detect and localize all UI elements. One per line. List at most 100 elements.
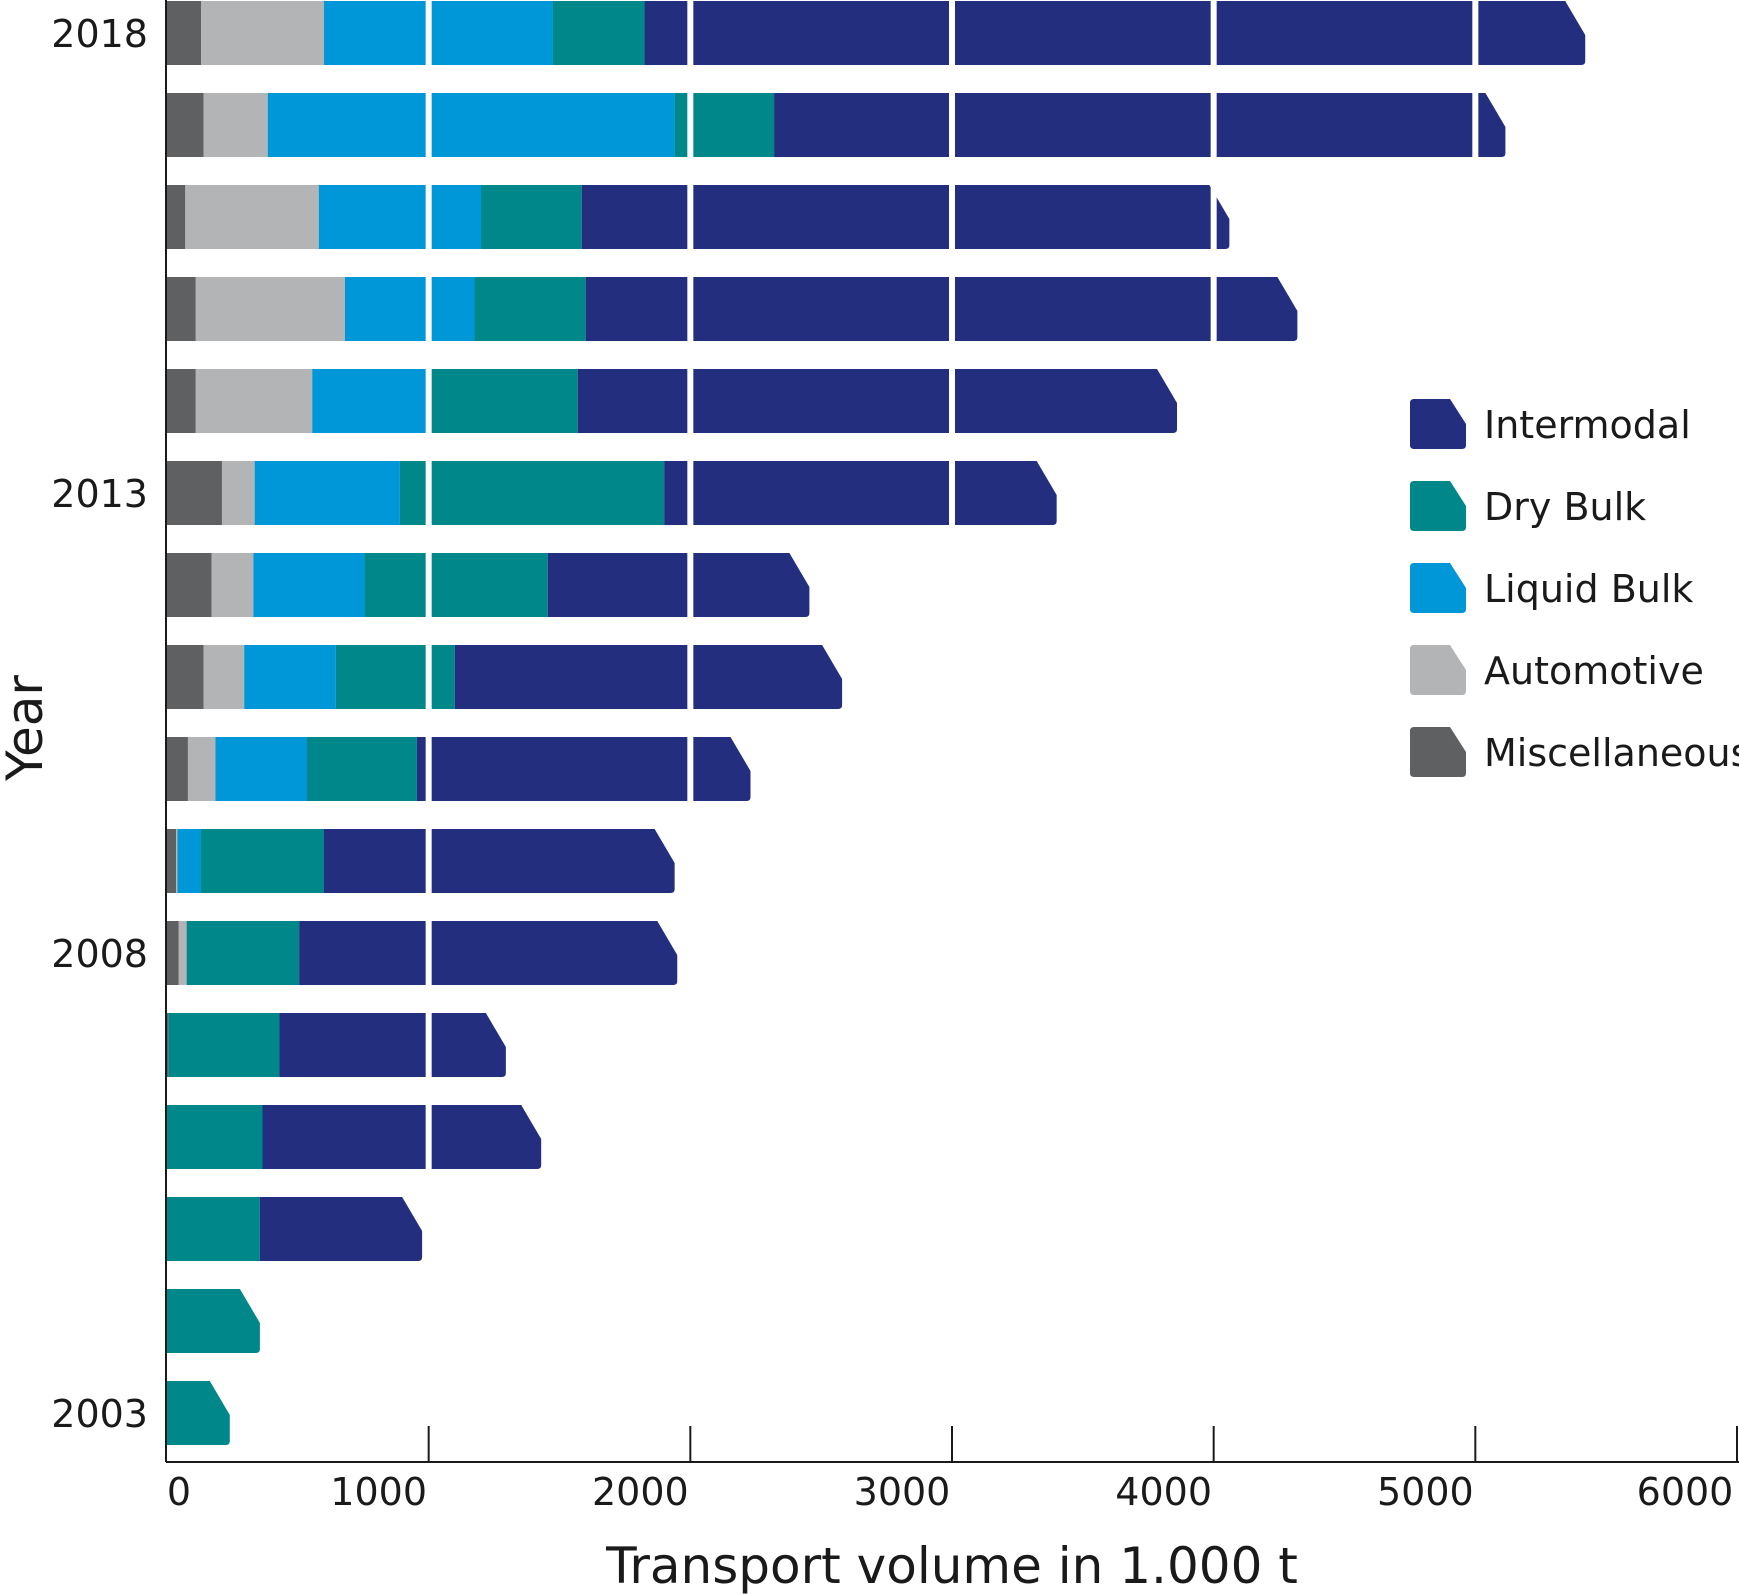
x-tick-labels: 0 1000 2000 3000 4000 5000 6000 [167, 1470, 1733, 1514]
bar-2010-liquid-bulk [215, 737, 307, 801]
bar-2018-automotive [201, 1, 324, 65]
bar-separator [687, 460, 694, 526]
bar-2017-intermodal [774, 93, 1506, 157]
legend-label: Dry Bulk [1484, 485, 1646, 529]
bar-2008-dry-bulk [186, 921, 300, 985]
bar-separator [425, 276, 432, 342]
bar-2012-intermodal [547, 553, 810, 617]
legend-swatch [1410, 563, 1466, 613]
bar-2007-dry-bulk [168, 1013, 280, 1077]
bar-row-2003 [167, 1381, 230, 1445]
bar-2011-miscellaneous [167, 645, 204, 709]
bar-2017-miscellaneous [167, 93, 204, 157]
bar-2011-liquid-bulk [244, 645, 336, 709]
legend-label: Intermodal [1484, 403, 1691, 447]
bar-separator [687, 184, 694, 250]
y-tick-label: 2013 [51, 472, 148, 516]
bar-2013-automotive [221, 461, 255, 525]
legend-swatch [1410, 399, 1466, 449]
bar-2010-automotive [187, 737, 216, 801]
bar-row-2013 [167, 461, 1057, 525]
bar-separator [425, 828, 432, 894]
bar-separator [687, 552, 694, 618]
bar-separator [425, 368, 432, 434]
bar-2009-miscellaneous [167, 829, 177, 893]
axes [165, 0, 1739, 1463]
bar-separator [687, 0, 694, 66]
bar-separator [949, 184, 955, 250]
legend-swatch [1410, 727, 1466, 777]
bar-2005-dry-bulk [167, 1197, 260, 1261]
x-tick-label: 6000 [1637, 1470, 1734, 1514]
bar-2016-automotive [185, 185, 319, 249]
legend-item-dry-bulk: Dry Bulk [1410, 481, 1646, 531]
bars-layer [167, 1, 1586, 1445]
legend-label: Liquid Bulk [1484, 567, 1693, 611]
bar-separator [949, 276, 955, 342]
bar-2007-intermodal [279, 1013, 506, 1077]
bar-separator [425, 0, 432, 66]
bar-2013-dry-bulk [399, 461, 665, 525]
bar-separator [425, 460, 432, 526]
bar-2010-intermodal [416, 737, 751, 801]
x-tick-label: 2000 [592, 1470, 689, 1514]
bar-separator [1210, 0, 1217, 66]
bar-separator [425, 736, 432, 802]
bar-separator [949, 460, 955, 526]
bar-2009-liquid-bulk [177, 829, 202, 893]
x-tick-label: 5000 [1377, 1470, 1474, 1514]
bar-row-2012 [167, 553, 810, 617]
legend-label: Automotive [1484, 649, 1704, 693]
bar-2015-automotive [195, 277, 345, 341]
y-tick-labels: 2018 2013 2008 2003 [51, 12, 148, 1436]
legend-label: Miscellaneous [1484, 731, 1739, 775]
bar-row-2011 [167, 645, 843, 709]
legend-item-miscellaneous: Miscellaneous [1410, 727, 1739, 777]
bar-2005-intermodal [259, 1197, 423, 1261]
legend-item-liquid-bulk: Liquid Bulk [1410, 563, 1693, 613]
bar-2013-liquid-bulk [254, 461, 400, 525]
bar-2008-intermodal [299, 921, 678, 985]
x-axis-title: Transport volume in 1.000 t [605, 1537, 1298, 1594]
bar-2012-dry-bulk [364, 553, 548, 617]
bar-2011-automotive [203, 645, 245, 709]
y-tick-label: 2003 [51, 1392, 148, 1436]
bar-2016-dry-bulk [481, 185, 582, 249]
bar-separator [687, 92, 694, 158]
bar-2006-dry-bulk [167, 1105, 263, 1169]
bar-separator [949, 0, 955, 66]
bar-2008-automotive [178, 921, 187, 985]
bar-row-2016 [167, 185, 1230, 249]
bar-2017-automotive [203, 93, 268, 157]
bar-separator [1210, 92, 1217, 158]
bar-2016-intermodal [581, 185, 1230, 249]
bar-2018-liquid-bulk [324, 1, 553, 65]
bar-row-2018 [167, 1, 1586, 65]
bar-2003-dry-bulk [167, 1381, 230, 1445]
bar-2014-intermodal [577, 369, 1178, 433]
bar-2014-dry-bulk [427, 369, 578, 433]
legend-swatch [1410, 481, 1466, 531]
legend-item-automotive: Automotive [1410, 645, 1704, 695]
bar-separator [1210, 276, 1217, 342]
bar-separator [1472, 92, 1479, 158]
bar-2004-dry-bulk [167, 1289, 260, 1353]
bar-2009-dry-bulk [201, 829, 324, 893]
bar-separator [425, 644, 432, 710]
bar-separator [425, 552, 432, 618]
bar-separator [425, 920, 432, 986]
bar-separator [425, 184, 432, 250]
bar-2018-miscellaneous [167, 1, 202, 65]
bar-2015-dry-bulk [474, 277, 586, 341]
bar-2017-liquid-bulk [267, 93, 675, 157]
bar-2014-miscellaneous [167, 369, 196, 433]
bar-row-2017 [167, 93, 1506, 157]
bar-2018-dry-bulk [552, 1, 645, 65]
bar-2015-liquid-bulk [344, 277, 475, 341]
bar-separator [687, 276, 694, 342]
bar-separators [425, 0, 1479, 1170]
y-axis-title: Year [0, 675, 54, 782]
bar-row-2015 [167, 277, 1298, 341]
bar-separator [1210, 184, 1217, 250]
bar-separator [949, 368, 955, 434]
